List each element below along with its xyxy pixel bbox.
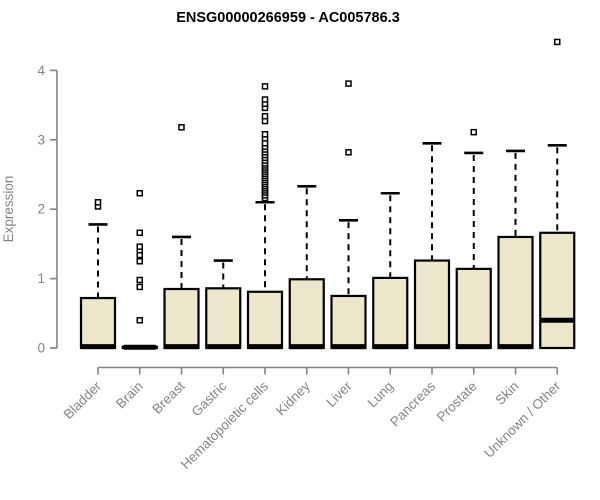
x-tick-label-kidney: Kidney bbox=[273, 378, 313, 418]
outlier-point bbox=[136, 316, 143, 324]
x-tick-label-liver: Liver bbox=[323, 378, 355, 410]
iqr-box bbox=[246, 290, 284, 350]
boxplot-prostate bbox=[455, 128, 492, 350]
y-tick-label: 2 bbox=[37, 202, 45, 217]
outlier-point bbox=[261, 83, 269, 90]
x-tick-label-pancreas: Pancreas bbox=[387, 378, 438, 429]
boxplot-gastric bbox=[205, 259, 242, 350]
chart-title: ENSG00000266959 - AC005786.3 bbox=[176, 10, 400, 26]
iqr-box bbox=[497, 235, 534, 350]
y-tick-label: 3 bbox=[37, 132, 45, 147]
iqr-box bbox=[288, 278, 325, 350]
outlier-point bbox=[136, 276, 143, 284]
boxplot-liver bbox=[330, 80, 367, 350]
boxplot-bladder bbox=[79, 199, 117, 350]
y-tick-label: 1 bbox=[37, 271, 45, 286]
boxplot-hematopoietic-cells bbox=[246, 83, 284, 350]
outlier-point bbox=[94, 199, 102, 206]
boxplot-kidney bbox=[288, 184, 325, 350]
iqr-box bbox=[539, 231, 576, 350]
outlier-point bbox=[554, 38, 561, 46]
outlier-point bbox=[345, 149, 352, 156]
outlier-point bbox=[345, 80, 352, 87]
y-tick-label: 4 bbox=[37, 63, 45, 78]
iqr-box bbox=[413, 259, 451, 350]
boxplot-unknown-other bbox=[539, 38, 576, 350]
iqr-box bbox=[455, 267, 492, 350]
x-tick-label-bladder: Bladder bbox=[61, 378, 105, 422]
iqr-box bbox=[163, 287, 200, 350]
x-tick-label-unknown-other: Unknown / Other bbox=[481, 378, 564, 461]
x-tick-label-brain: Brain bbox=[113, 379, 146, 412]
boxplot-skin bbox=[497, 149, 534, 350]
x-tick-label-lung: Lung bbox=[365, 379, 397, 411]
outlier-point bbox=[178, 124, 185, 131]
boxplot-lung bbox=[372, 191, 409, 350]
boxplot-brain bbox=[121, 189, 158, 350]
x-tick-label-gastric: Gastric bbox=[189, 378, 230, 419]
x-tick-label-skin: Skin bbox=[492, 379, 521, 408]
outlier-point bbox=[136, 243, 143, 250]
x-tick-label-breast: Breast bbox=[149, 378, 187, 416]
y-tick-label: 0 bbox=[37, 341, 45, 356]
outlier-point bbox=[136, 189, 143, 197]
outlier-point bbox=[136, 229, 143, 237]
iqr-box bbox=[205, 287, 242, 350]
boxplot-pancreas bbox=[413, 141, 451, 350]
outlier-point bbox=[470, 128, 477, 136]
outlier-point bbox=[261, 112, 269, 120]
boxplot-breast bbox=[163, 124, 200, 350]
iqr-box bbox=[372, 276, 409, 350]
y-axis-label: Expression bbox=[1, 176, 16, 243]
outlier-point bbox=[136, 283, 143, 291]
outlier-point bbox=[136, 258, 143, 265]
outlier-point bbox=[261, 130, 269, 138]
outlier-point bbox=[261, 96, 269, 103]
iqr-box bbox=[330, 294, 367, 350]
x-tick-label-prostate: Prostate bbox=[434, 379, 480, 425]
iqr-box bbox=[79, 296, 117, 350]
box-series bbox=[79, 38, 576, 350]
